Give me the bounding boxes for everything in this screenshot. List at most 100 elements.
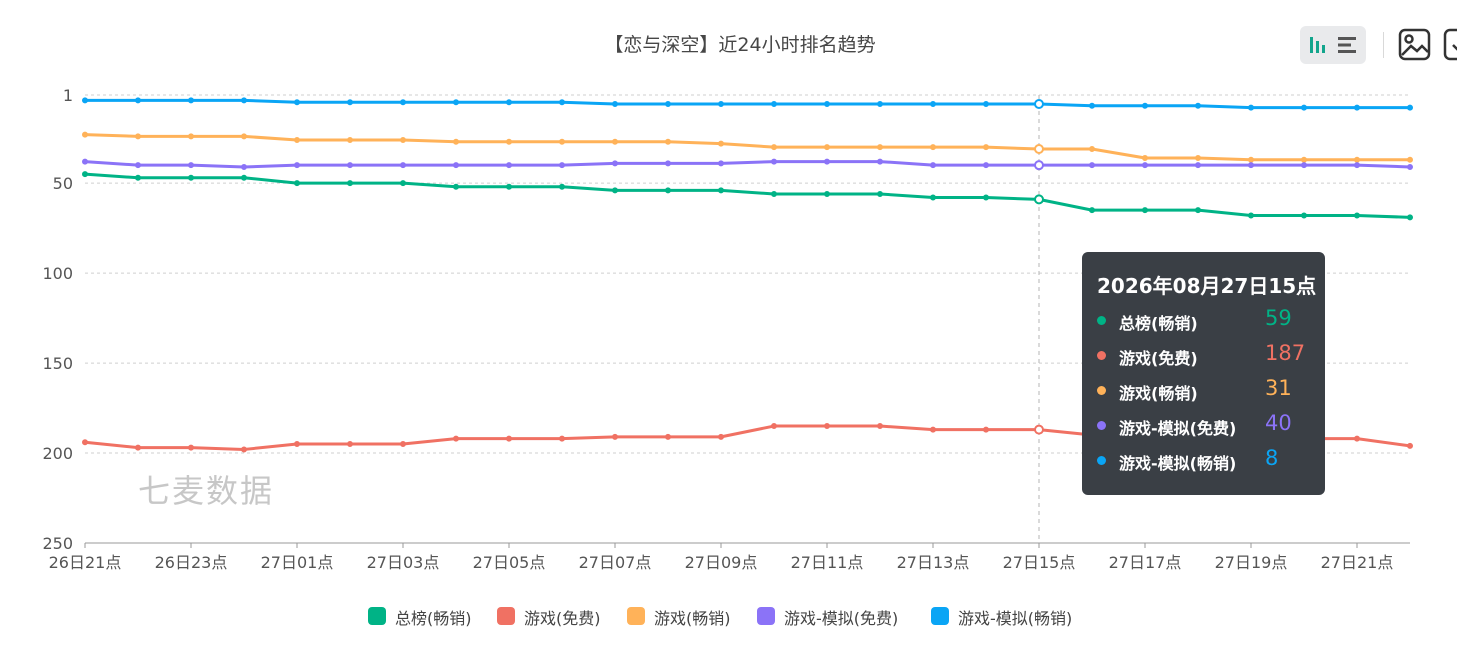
data-point[interactable]	[771, 190, 777, 197]
data-point[interactable]	[665, 160, 671, 167]
data-point[interactable]	[612, 100, 618, 107]
data-point[interactable]	[771, 144, 777, 151]
data-point[interactable]	[877, 190, 883, 197]
list-icon[interactable]	[1337, 35, 1359, 55]
data-point[interactable]	[930, 426, 936, 433]
data-point[interactable]	[1407, 163, 1413, 170]
data-point[interactable]	[400, 136, 406, 143]
data-point[interactable]	[506, 99, 512, 106]
data-point[interactable]	[453, 162, 459, 169]
data-point[interactable]	[718, 160, 724, 167]
data-point[interactable]	[1089, 207, 1095, 214]
data-point[interactable]	[241, 163, 247, 170]
data-point[interactable]	[771, 100, 777, 107]
data-point[interactable]	[612, 187, 618, 194]
data-point[interactable]	[82, 171, 88, 178]
data-point[interactable]	[930, 162, 936, 169]
data-point[interactable]	[718, 140, 724, 147]
data-point[interactable]	[241, 174, 247, 181]
data-point[interactable]	[347, 136, 353, 143]
export-icon[interactable]	[1443, 28, 1457, 62]
data-point[interactable]	[930, 144, 936, 151]
data-point[interactable]	[347, 99, 353, 106]
data-point[interactable]	[1142, 162, 1148, 169]
data-point[interactable]	[877, 423, 883, 430]
data-point[interactable]	[294, 136, 300, 143]
data-point[interactable]	[1407, 214, 1413, 221]
data-point[interactable]	[1354, 435, 1360, 442]
data-point[interactable]	[771, 423, 777, 430]
data-point[interactable]	[1301, 212, 1307, 219]
data-point[interactable]	[188, 174, 194, 181]
view-toggle[interactable]	[1300, 26, 1366, 64]
data-point[interactable]	[1034, 160, 1044, 171]
data-point[interactable]	[1195, 207, 1201, 214]
data-point[interactable]	[1354, 212, 1360, 219]
data-point[interactable]	[82, 439, 88, 446]
data-point[interactable]	[400, 180, 406, 187]
data-point[interactable]	[453, 183, 459, 190]
data-point[interactable]	[559, 99, 565, 106]
data-point[interactable]	[559, 435, 565, 442]
data-point[interactable]	[1142, 207, 1148, 214]
data-point[interactable]	[1195, 102, 1201, 109]
data-point[interactable]	[824, 144, 830, 151]
data-point[interactable]	[135, 444, 141, 451]
data-point[interactable]	[983, 162, 989, 169]
data-point[interactable]	[506, 435, 512, 442]
data-point[interactable]	[294, 162, 300, 169]
data-point[interactable]	[1248, 156, 1254, 163]
data-point[interactable]	[1195, 162, 1201, 169]
data-point[interactable]	[188, 444, 194, 451]
data-point[interactable]	[135, 97, 141, 104]
data-point[interactable]	[612, 138, 618, 145]
data-point[interactable]	[82, 131, 88, 138]
data-point[interactable]	[135, 174, 141, 181]
data-point[interactable]	[665, 138, 671, 145]
data-point[interactable]	[400, 441, 406, 448]
data-point[interactable]	[347, 180, 353, 187]
data-point[interactable]	[188, 133, 194, 140]
data-point[interactable]	[824, 423, 830, 430]
data-point[interactable]	[241, 97, 247, 104]
data-point[interactable]	[1248, 104, 1254, 111]
data-point[interactable]	[82, 158, 88, 165]
data-point[interactable]	[1301, 104, 1307, 111]
data-point[interactable]	[1354, 162, 1360, 169]
data-point[interactable]	[1195, 154, 1201, 161]
data-point[interactable]	[1407, 442, 1413, 449]
data-point[interactable]	[506, 138, 512, 145]
data-point[interactable]	[824, 190, 830, 197]
data-point[interactable]	[241, 133, 247, 140]
data-point[interactable]	[135, 133, 141, 140]
data-point[interactable]	[188, 162, 194, 169]
data-point[interactable]	[877, 144, 883, 151]
data-point[interactable]	[453, 138, 459, 145]
data-point[interactable]	[718, 187, 724, 194]
data-point[interactable]	[1034, 98, 1044, 109]
data-point[interactable]	[1034, 194, 1044, 205]
data-point[interactable]	[983, 144, 989, 151]
data-point[interactable]	[294, 441, 300, 448]
data-point[interactable]	[1301, 162, 1307, 169]
data-point[interactable]	[1089, 162, 1095, 169]
data-point[interactable]	[1034, 143, 1044, 154]
data-point[interactable]	[824, 100, 830, 107]
data-point[interactable]	[665, 433, 671, 440]
image-icon[interactable]	[1398, 28, 1432, 62]
data-point[interactable]	[1142, 102, 1148, 109]
data-point[interactable]	[1142, 154, 1148, 161]
data-point[interactable]	[294, 99, 300, 106]
data-point[interactable]	[1089, 102, 1095, 109]
data-point[interactable]	[718, 433, 724, 440]
data-point[interactable]	[1407, 104, 1413, 111]
data-point[interactable]	[347, 162, 353, 169]
data-point[interactable]	[665, 187, 671, 194]
data-point[interactable]	[506, 162, 512, 169]
data-point[interactable]	[1248, 162, 1254, 169]
data-point[interactable]	[559, 162, 565, 169]
data-point[interactable]	[1407, 156, 1413, 163]
data-point[interactable]	[1248, 212, 1254, 219]
data-point[interactable]	[559, 138, 565, 145]
data-point[interactable]	[930, 194, 936, 201]
